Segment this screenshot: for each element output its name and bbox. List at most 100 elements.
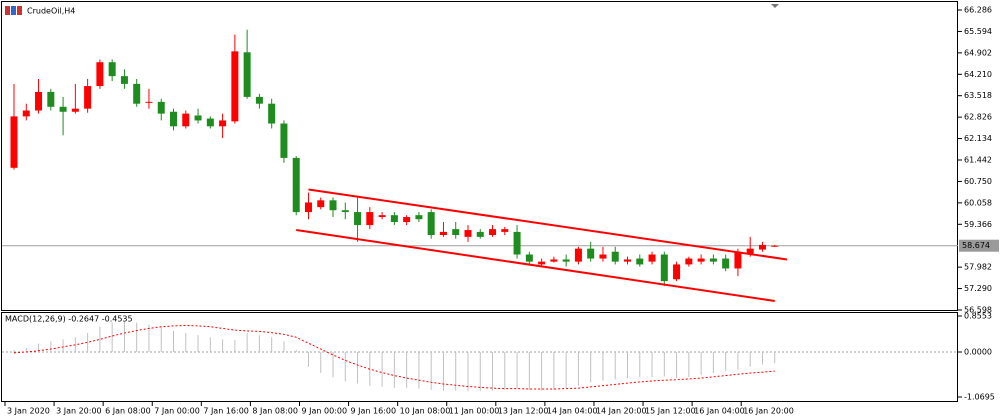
candle-body bbox=[636, 258, 644, 265]
macd-pane bbox=[1, 312, 958, 402]
candle-body bbox=[317, 200, 325, 208]
x-tick-label: 11 Jan 00:00 bbox=[449, 407, 500, 416]
y-tick-label: 57.982 bbox=[964, 263, 992, 272]
y-tick-label: 57.290 bbox=[964, 284, 992, 293]
symbol-icon bbox=[5, 6, 22, 15]
candle-body bbox=[35, 91, 43, 111]
trendline bbox=[296, 229, 775, 302]
candle-body bbox=[464, 230, 472, 237]
candle-body bbox=[427, 212, 435, 235]
y-tick-label: 62.826 bbox=[964, 113, 992, 122]
candle-body bbox=[439, 231, 447, 235]
candle-body bbox=[390, 215, 398, 222]
candle-body bbox=[182, 113, 190, 127]
candle-body bbox=[304, 202, 312, 213]
candle-body bbox=[71, 108, 79, 112]
candle-body bbox=[734, 251, 742, 269]
candle-body bbox=[476, 231, 484, 237]
x-tick-label: 15 Jan 12:00 bbox=[645, 407, 696, 416]
candle-body bbox=[771, 245, 779, 247]
candle-body bbox=[243, 52, 251, 97]
x-tick-label: 9 Jan 16:00 bbox=[351, 407, 397, 416]
candle-body bbox=[366, 212, 374, 226]
candle-body bbox=[354, 212, 362, 226]
y-tick-label: -1.0695 bbox=[964, 393, 995, 402]
y-tick-label: 66.286 bbox=[964, 6, 992, 15]
candle-body bbox=[550, 259, 558, 262]
candle-body bbox=[378, 215, 386, 218]
candle-body bbox=[292, 157, 300, 213]
candle-body bbox=[624, 259, 631, 262]
current-price-label: 58.674 bbox=[962, 241, 990, 250]
candle-body bbox=[206, 118, 214, 127]
y-tick-label: 60.058 bbox=[964, 198, 992, 207]
candle-body bbox=[219, 120, 227, 127]
y-tick-label: 62.134 bbox=[964, 134, 992, 143]
candle-body bbox=[329, 200, 337, 211]
candle-body bbox=[746, 248, 754, 254]
x-tick-label: 3 Jan 20:00 bbox=[56, 407, 102, 416]
x-tick-label: 6 Jan 08:00 bbox=[105, 407, 151, 416]
candle-body bbox=[47, 91, 55, 107]
shift-marker[interactable] bbox=[771, 4, 779, 8]
x-tick-label: 8 Jan 08:00 bbox=[252, 407, 298, 416]
candle-body bbox=[673, 264, 681, 280]
candle-body bbox=[587, 248, 595, 259]
candle-body bbox=[120, 76, 128, 84]
y-tick-label: 64.210 bbox=[964, 70, 992, 79]
candle-body bbox=[341, 210, 349, 213]
candle-body bbox=[452, 229, 460, 235]
candle-body bbox=[489, 229, 497, 235]
candle-body bbox=[660, 254, 668, 282]
candle-body bbox=[231, 51, 239, 122]
candle-body bbox=[709, 258, 717, 262]
y-tick-label: 64.902 bbox=[964, 48, 992, 57]
current-price-box bbox=[959, 239, 999, 252]
candle-body bbox=[538, 261, 546, 265]
candle-body bbox=[415, 215, 423, 220]
x-tick-label: 14 Jan 20:00 bbox=[596, 407, 647, 416]
chart-title: CrudeOil,H4 bbox=[27, 7, 75, 16]
y-tick-label: 65.594 bbox=[964, 27, 992, 36]
y-tick-label: 63.518 bbox=[964, 91, 992, 100]
candle-body bbox=[108, 62, 116, 77]
candle-body bbox=[268, 103, 276, 124]
candle-body bbox=[562, 259, 570, 262]
y-tick-label: 56.598 bbox=[964, 306, 992, 315]
x-tick-label: 9 Jan 00:00 bbox=[301, 407, 347, 416]
x-tick-label: 14 Jan 04:00 bbox=[547, 407, 598, 416]
x-tick-label: 13 Jan 12:00 bbox=[498, 407, 549, 416]
x-tick-label: 7 Jan 16:00 bbox=[203, 407, 249, 416]
y-tick-label: 61.442 bbox=[964, 156, 992, 165]
candle-body bbox=[599, 254, 607, 259]
candle-body bbox=[10, 116, 18, 168]
candle-body bbox=[611, 251, 619, 262]
x-tick-label: 16 Jan 04:00 bbox=[694, 407, 745, 416]
candle-body bbox=[157, 101, 165, 114]
y-tick-label: 59.366 bbox=[964, 220, 992, 229]
candle-body bbox=[145, 101, 153, 103]
trendline bbox=[308, 188, 788, 261]
macd-title: MACD(12,26,9) -0.2647 -0.4535 bbox=[5, 315, 133, 324]
y-tick-label: 0.0000 bbox=[964, 347, 992, 356]
candle-body bbox=[280, 123, 288, 158]
candle-body bbox=[685, 258, 693, 265]
candle-body bbox=[255, 96, 263, 104]
candle-body bbox=[722, 258, 730, 269]
candle-body bbox=[22, 110, 30, 117]
candle-body bbox=[96, 62, 104, 87]
candle-body bbox=[170, 111, 178, 127]
y-tick-label: 60.750 bbox=[964, 177, 992, 186]
candle-body bbox=[194, 115, 202, 121]
y-tick-label: 0.8553 bbox=[964, 312, 992, 321]
candle-body bbox=[525, 254, 533, 262]
candle-body bbox=[513, 231, 521, 255]
candle-body bbox=[403, 217, 411, 222]
candle-body bbox=[59, 106, 67, 112]
candle-body bbox=[574, 248, 582, 262]
signal-line bbox=[13, 324, 775, 390]
candle-body bbox=[697, 258, 705, 262]
candle-body bbox=[133, 83, 141, 104]
